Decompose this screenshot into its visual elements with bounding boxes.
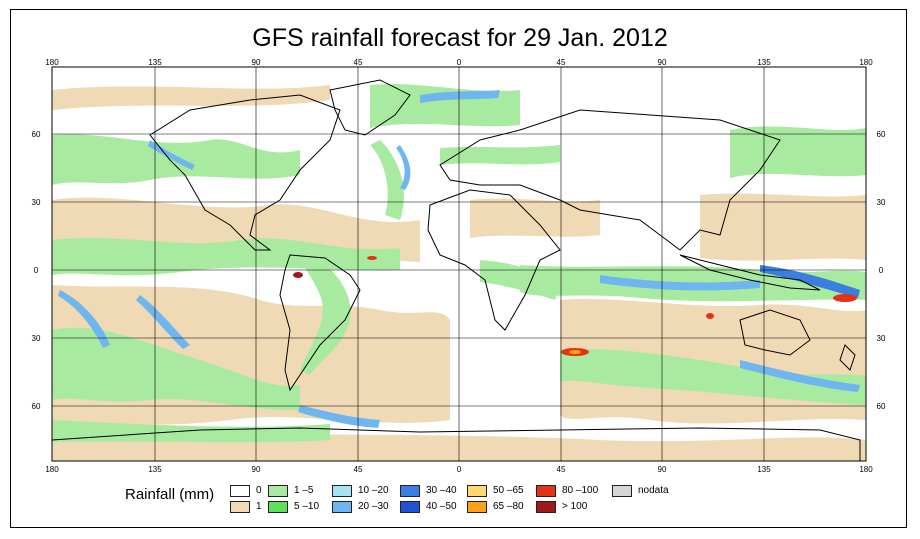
legend-swatch [400,485,420,497]
lat-left-tick: 30 [32,198,41,207]
legend-swatch [467,485,487,497]
lon-bottom-tick: 45 [557,465,566,474]
lat-labels-right: 60 30 0 30 60 [877,130,886,411]
legend-label: 40 –50 [426,501,457,512]
graticule [52,67,866,461]
legend-swatch [332,485,352,497]
legend-swatch [467,501,487,513]
legend-label: 5 –10 [294,501,320,512]
legend-swatch [230,485,250,497]
lon-bottom-tick: 135 [148,465,162,474]
legend-label: 1 –5 [294,485,314,496]
legend-label: 0 [256,485,262,496]
lon-top-tick: 45 [354,58,363,67]
lon-top-tick: 180 [859,58,873,67]
legend-swatch [612,485,632,497]
legend-label: 80 –100 [562,485,599,496]
lon-top-tick: 0 [457,58,462,67]
lon-bottom-tick: 90 [658,465,667,474]
legend-label: 1 [256,501,262,512]
lon-top-tick: 90 [252,58,261,67]
lon-bottom-tick: 180 [859,465,873,474]
legend-label: 30 –40 [426,485,457,496]
lon-top-tick: 135 [148,58,162,67]
lon-bottom-tick: 0 [457,465,462,474]
lon-bottom-tick: 180 [45,465,59,474]
lat-right-tick: 0 [879,266,884,275]
legend-swatch [536,501,556,513]
coastlines [52,79,861,461]
lon-top-tick: 135 [757,58,771,67]
legend-swatch [268,501,288,513]
legend-swatch [230,501,250,513]
legend-swatch [332,501,352,513]
legend-label: 65 –80 [493,501,524,512]
legend-label: 20 –30 [358,501,389,512]
legend-swatch [536,485,556,497]
legend-label: 50 –65 [493,485,524,496]
lon-top-tick: 90 [658,58,667,67]
map-border [51,66,867,462]
legend-label: nodata [638,485,669,496]
lat-right-tick: 60 [877,130,886,139]
lon-labels-top: 180 135 90 45 0 45 90 135 180 [45,58,873,67]
legend-swatch [268,485,288,497]
lon-top-tick: 180 [45,58,59,67]
lat-left-tick: 30 [32,334,41,343]
legend-label: 10 –20 [358,485,389,496]
lon-top-tick: 45 [557,58,566,67]
legend-label: > 100 [562,501,588,512]
legend-title: Rainfall (mm) [125,486,215,503]
lat-left-tick: 60 [32,130,41,139]
lon-labels-bottom: 180 135 90 45 0 45 90 135 180 [45,465,873,474]
lon-bottom-tick: 45 [354,465,363,474]
map-title: GFS rainfall forecast for 29 Jan. 2012 [252,24,668,52]
lon-bottom-tick: 135 [757,465,771,474]
lat-left-tick: 0 [34,266,39,275]
lat-left-tick: 60 [32,402,41,411]
lon-bottom-tick: 90 [252,465,261,474]
lat-right-tick: 30 [877,334,886,343]
legend-swatch [400,501,420,513]
lat-labels-left: 60 30 0 30 60 [32,130,41,411]
map-frame [10,9,907,528]
lat-right-tick: 60 [877,402,886,411]
lat-right-tick: 30 [877,198,886,207]
